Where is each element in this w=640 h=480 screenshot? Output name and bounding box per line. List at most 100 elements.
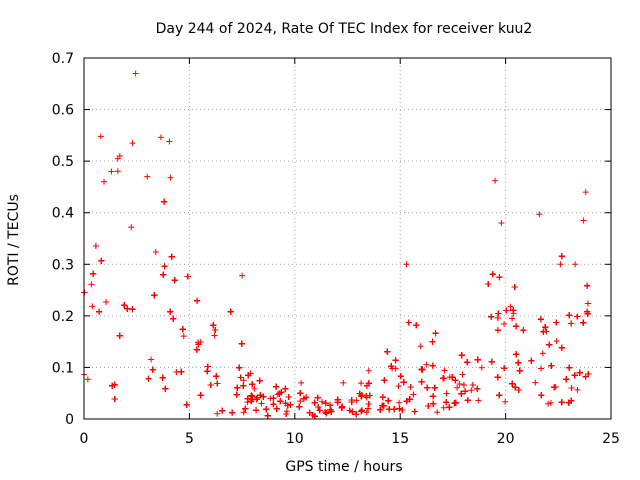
data-point: [273, 383, 280, 390]
data-point: [240, 377, 247, 384]
data-point: [282, 385, 289, 392]
data-point: [297, 390, 304, 397]
data-point: [213, 373, 220, 380]
data-point: [458, 352, 465, 359]
data-point: [240, 382, 247, 389]
data-point: [273, 405, 280, 412]
data-point: [520, 327, 527, 334]
data-point: [322, 400, 329, 407]
data-point: [210, 322, 217, 329]
data-point: [440, 375, 447, 382]
data-point: [515, 386, 522, 393]
data-point: [96, 308, 103, 315]
data-point: [315, 404, 322, 411]
data-point: [574, 313, 581, 320]
data-point: [328, 408, 335, 415]
data-point: [327, 402, 334, 409]
data-point: [260, 393, 267, 400]
data-point: [287, 401, 294, 408]
data-point: [379, 394, 386, 401]
data-point: [459, 371, 466, 378]
y-tick-label: 0.4: [52, 206, 74, 222]
data-point: [547, 399, 554, 406]
data-point: [233, 391, 240, 398]
data-point: [379, 402, 386, 409]
data-point: [582, 189, 589, 196]
data-point: [179, 326, 186, 333]
data-point: [211, 332, 218, 339]
data-point: [249, 381, 256, 388]
data-point: [171, 277, 178, 284]
data-point: [456, 381, 463, 388]
data-point: [385, 397, 392, 404]
data-point: [582, 373, 589, 380]
data-point: [340, 379, 347, 386]
data-point: [419, 366, 426, 373]
data-point: [348, 398, 355, 405]
data-point: [488, 358, 495, 365]
data-point: [458, 390, 465, 397]
data-point: [167, 308, 174, 315]
data-point: [434, 409, 441, 416]
data-point: [148, 356, 155, 363]
data-point: [253, 407, 260, 414]
data-point: [270, 395, 277, 402]
data-point: [494, 374, 501, 381]
data-point: [282, 400, 289, 407]
data-point: [512, 384, 519, 391]
data-point: [543, 328, 550, 335]
data-point: [397, 373, 404, 380]
data-point: [584, 282, 591, 289]
data-point: [417, 343, 424, 350]
data-point: [214, 410, 221, 417]
data-point: [132, 70, 139, 77]
data-point: [403, 398, 410, 405]
data-point: [462, 388, 469, 395]
data-point: [498, 220, 505, 227]
data-point: [432, 330, 439, 337]
data-point: [170, 315, 177, 322]
data-point: [161, 198, 168, 205]
data-point: [384, 348, 391, 355]
data-point: [423, 361, 430, 368]
data-point: [400, 379, 407, 386]
data-point: [553, 319, 560, 326]
data-point: [270, 401, 277, 408]
data-point: [513, 323, 520, 330]
data-point: [425, 402, 432, 409]
data-point: [509, 315, 516, 322]
data-point: [296, 403, 303, 410]
data-point: [178, 368, 185, 375]
data-point: [538, 365, 545, 372]
data-point: [366, 392, 373, 399]
data-point: [551, 384, 558, 391]
data-point: [430, 393, 437, 400]
data-point: [157, 134, 164, 141]
data-point: [515, 359, 522, 366]
data-point: [576, 369, 583, 376]
data-point: [121, 302, 128, 309]
data-point: [129, 140, 136, 147]
data-point: [358, 407, 365, 414]
data-point: [418, 378, 425, 385]
data-point: [227, 308, 234, 315]
data-point: [162, 385, 169, 392]
data-point: [244, 395, 251, 402]
data-point: [166, 138, 173, 145]
data-point: [358, 380, 365, 387]
data-point: [395, 382, 402, 389]
data-point: [566, 364, 573, 371]
data-point: [283, 411, 290, 418]
y-tick-label: 0.3: [52, 257, 74, 273]
data-point: [485, 281, 492, 288]
data-point: [464, 359, 471, 366]
data-point: [264, 412, 271, 419]
data-point: [405, 319, 412, 326]
data-point: [413, 322, 420, 329]
data-point: [219, 407, 226, 414]
chart-title: Day 244 of 2024, Rate Of TEC Index for r…: [156, 21, 533, 37]
data-point: [558, 253, 565, 260]
data-point: [204, 363, 211, 370]
data-point: [568, 397, 575, 404]
